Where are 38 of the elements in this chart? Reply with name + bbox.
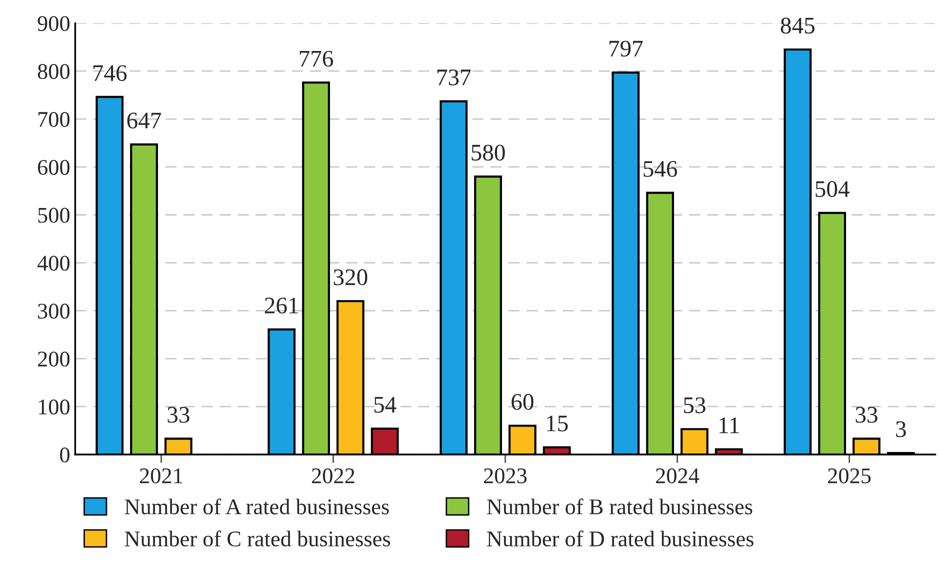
x-tick-label: 2024: [656, 468, 700, 484]
data-label: 53: [684, 397, 706, 414]
y-tick-label: 0: [60, 447, 70, 462]
data-label: 3: [896, 421, 906, 438]
data-label: 580: [472, 144, 505, 161]
data-label: 504: [816, 181, 850, 198]
data-label: 11: [720, 418, 739, 434]
y-tick-label: 100: [38, 400, 70, 415]
y-tick-label: 700: [38, 112, 70, 127]
x-tick-label: 2023: [484, 468, 527, 484]
legend-label: Number of C rated businesses: [124, 530, 390, 546]
data-label: 320: [334, 269, 368, 286]
y-tick-label: 800: [38, 64, 70, 80]
y-tick-label: 400: [37, 256, 70, 271]
data-label: 15: [547, 416, 568, 432]
data-label: 546: [644, 161, 678, 177]
data-label: 797: [610, 40, 643, 57]
data-label: 737: [437, 70, 471, 86]
y-tick-label: 500: [38, 208, 70, 223]
legend-label: Number of A rated businesses: [124, 498, 389, 514]
data-label: 845: [780, 18, 814, 34]
y-tick-label: 600: [38, 160, 70, 175]
data-label: 54: [374, 396, 396, 413]
data-label: 261: [264, 298, 298, 314]
x-tick-label: 2021: [140, 468, 182, 484]
x-tick-label: 2025: [828, 468, 871, 484]
data-label: 776: [300, 50, 334, 67]
legend-label: Number of D rated businesses: [487, 530, 754, 546]
data-label: 33: [856, 406, 878, 423]
data-label: 746: [93, 65, 127, 82]
x-tick-label: 2022: [312, 468, 354, 484]
data-label: 33: [168, 406, 190, 423]
data-label: 60: [512, 394, 534, 410]
legend-label: Number of B rated businesses: [487, 498, 752, 514]
y-tick-label: 300: [38, 304, 70, 319]
y-tick-label: 200: [38, 352, 70, 367]
data-label: 647: [127, 112, 162, 129]
y-tick-label: 900: [38, 16, 70, 32]
